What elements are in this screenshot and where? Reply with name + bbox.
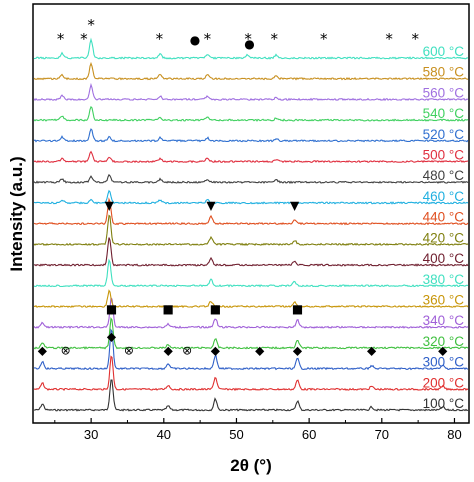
- plot-frame: [32, 3, 470, 424]
- x-tick-label: 30: [84, 427, 98, 442]
- temp-label-100c: 100 °C: [423, 396, 465, 411]
- x-tick-label: 50: [229, 427, 243, 442]
- trace-560c: [33, 82, 469, 102]
- temp-label-320c: 320 °C: [423, 334, 465, 349]
- x-axis-label: 2θ (°): [230, 456, 272, 475]
- trace-400c: [33, 237, 469, 267]
- marker-asterisk: *: [244, 30, 252, 48]
- trace-420c: [33, 214, 469, 246]
- trace-520c: [33, 128, 469, 143]
- temp-label-400c: 400 °C: [423, 251, 465, 266]
- traces-group: [33, 37, 469, 412]
- temp-label-580c: 580 °C: [423, 65, 465, 80]
- trace-460c: [33, 189, 469, 205]
- marker-asterisk: *: [87, 16, 95, 34]
- trace-380c: [33, 258, 469, 288]
- marker-circle: ●: [190, 33, 200, 47]
- marker-otimes: ⊗: [124, 344, 134, 358]
- temp-label-200c: 200 °C: [423, 375, 465, 390]
- marker-diamond: ◆: [438, 344, 448, 358]
- trace-100c: [33, 379, 469, 412]
- marker-diamond: ◆: [255, 344, 265, 358]
- trace-540c: [33, 105, 469, 122]
- marker-asterisk: *: [204, 30, 212, 48]
- trace-440c: [33, 197, 469, 226]
- marker-square: ■: [210, 302, 221, 316]
- marker-triangle: ▼: [206, 199, 216, 213]
- trace-300c: [33, 328, 469, 371]
- y-axis-label: Intensity (a.u.): [7, 156, 26, 271]
- x-axis-ticks: 30 40 50 60 70 80: [54, 418, 462, 442]
- marker-triangle: ▼: [290, 199, 300, 213]
- marker-otimes: ⊗: [61, 344, 71, 358]
- marker-asterisk: *: [385, 30, 393, 48]
- temp-label-500c: 500 °C: [423, 148, 465, 163]
- marker-square: ■: [292, 302, 303, 316]
- temp-label-460c: 460 °C: [423, 189, 465, 204]
- trace-340c: [33, 296, 469, 330]
- marker-diamond: ◆: [38, 344, 48, 358]
- temp-label-600c: 600 °C: [423, 44, 465, 59]
- temp-label-520c: 520 °C: [423, 127, 465, 142]
- phase-markers: * *** ● * *● * * * *▼ ▼ ▼■ ■ ■ ■◆ ⊗◆⊗ ◆ ⊗ ◆ ◆ ◆ ◆ ◆: [38, 16, 448, 358]
- marker-diamond: ◆: [164, 344, 174, 358]
- marker-square: ■: [163, 302, 174, 316]
- marker-asterisk: *: [80, 30, 88, 48]
- trace-480c: [33, 173, 469, 184]
- marker-diamond: ◆: [293, 344, 303, 358]
- marker-asterisk: *: [271, 30, 279, 48]
- marker-asterisk: *: [320, 30, 328, 48]
- x-tick-label: 40: [157, 427, 171, 442]
- temp-label-540c: 540 °C: [423, 106, 465, 121]
- trace-580c: [33, 61, 469, 81]
- x-tick-label: 60: [302, 427, 316, 442]
- marker-otimes: ⊗: [182, 344, 192, 358]
- marker-triangle: ▼: [105, 199, 115, 213]
- marker-diamond: ◆: [367, 344, 377, 358]
- trace-200c: [33, 355, 469, 392]
- marker-square: ■: [106, 302, 117, 316]
- marker-diamond: ◆: [107, 330, 117, 344]
- temp-label-560c: 560 °C: [423, 85, 465, 100]
- marker-asterisk: *: [156, 30, 164, 48]
- x-tick-label: 80: [447, 427, 461, 442]
- temp-label-420c: 420 °C: [423, 230, 465, 245]
- trace-600c: [33, 37, 469, 60]
- marker-diamond: ◆: [211, 344, 221, 358]
- trace-360c: [33, 289, 469, 309]
- temp-label-380c: 380 °C: [423, 272, 465, 287]
- marker-circle: ●: [244, 37, 254, 51]
- temp-label-340c: 340 °C: [423, 313, 465, 328]
- temperature-labels: 100 °C 200 °C 300 °C 320 °C 340 °C 360 °C 380 …: [423, 44, 465, 411]
- marker-asterisk: *: [411, 30, 419, 48]
- temp-label-300c: 300 °C: [423, 355, 465, 370]
- temp-label-480c: 480 °C: [423, 168, 465, 183]
- trace-500c: [33, 150, 469, 164]
- temp-label-440c: 440 °C: [423, 210, 465, 225]
- trace-320c: [33, 317, 469, 350]
- marker-asterisk: *: [57, 30, 65, 48]
- x-tick-label: 70: [375, 427, 389, 442]
- temp-label-360c: 360 °C: [423, 293, 465, 308]
